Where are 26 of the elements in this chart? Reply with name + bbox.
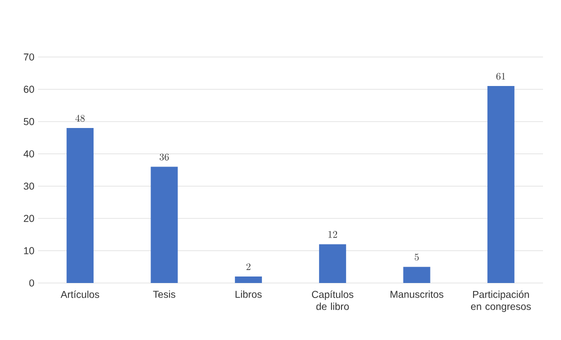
- x-tick-label: Capítulos de libro: [312, 290, 354, 310]
- bar: [403, 266, 430, 283]
- y-tick-label: 40: [24, 150, 34, 158]
- y-tick-label: 70: [24, 53, 34, 61]
- y-tick-label: 10: [24, 247, 34, 254]
- y-tick-label: 30: [24, 182, 34, 190]
- x-tick-label: Libros: [236, 290, 262, 298]
- x-tick-label: Artículos: [60, 290, 100, 298]
- data-label: 61: [496, 72, 506, 80]
- bar: [319, 244, 346, 283]
- x-tick-label: Manuscritos: [390, 290, 444, 298]
- data-label: 36: [160, 154, 169, 160]
- data-label: 2: [246, 263, 250, 270]
- x-tick-label: Participación en congresos: [471, 290, 531, 312]
- bar: [234, 276, 262, 283]
- y-tick-label: 60: [24, 86, 34, 93]
- data-label: 5: [414, 254, 419, 261]
- bar: [66, 128, 94, 283]
- y-tick-label: 0: [29, 279, 34, 287]
- bar: [150, 166, 178, 283]
- data-label: 12: [328, 231, 338, 238]
- y-tick-label: 50: [24, 118, 34, 126]
- x-tick-label: Tesis: [153, 290, 176, 298]
- y-tick-label: 20: [24, 214, 34, 222]
- data-label: 48: [75, 114, 85, 122]
- bar: [487, 86, 514, 283]
